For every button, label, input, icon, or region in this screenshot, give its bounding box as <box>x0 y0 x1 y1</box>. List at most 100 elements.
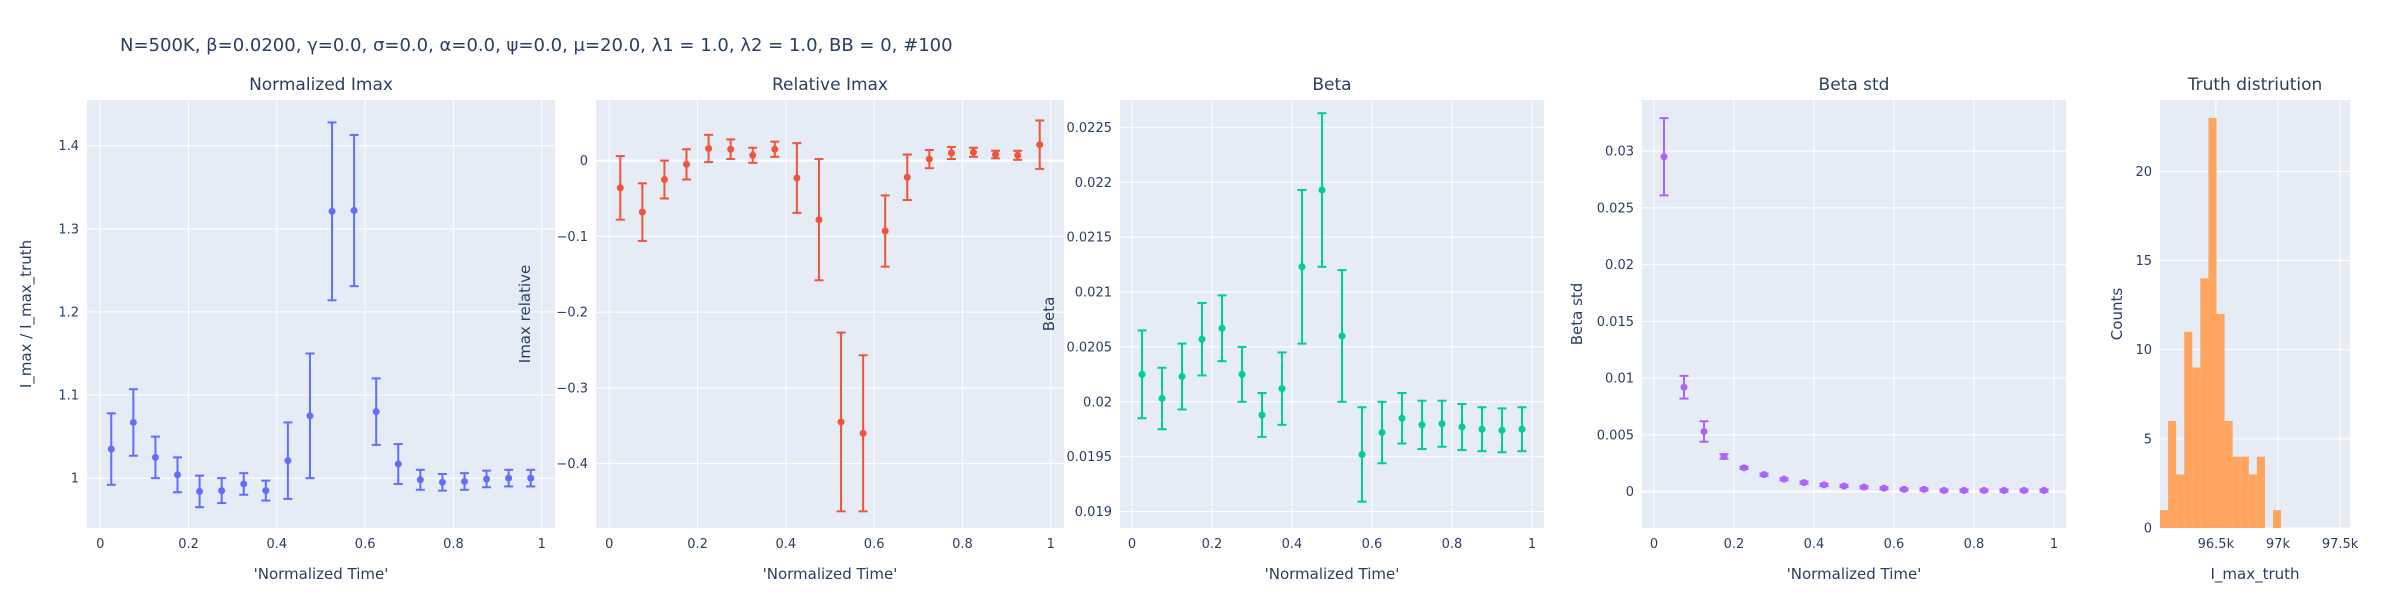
beta-std-point-15 <box>1960 487 1968 495</box>
normalized-imax-x-tick-label-3: 0.6 <box>355 537 376 552</box>
truth-distribution-y-tick-label-1: 5 <box>2144 432 2152 447</box>
truth-distribution-bar-14 <box>2273 510 2282 528</box>
beta-x-tick-label-5: 1 <box>1528 537 1536 552</box>
beta-std-x-tick-label-1: 0.2 <box>1724 537 1745 552</box>
beta-std-point-11 <box>1880 484 1888 492</box>
beta-point-14 <box>1418 421 1426 429</box>
beta-std-x-tick-label-5: 1 <box>2050 537 2058 552</box>
beta-std-x-tick-label-2: 0.4 <box>1804 537 1825 552</box>
subplot-beta: 0 0.2 0.4 0.6 0.8 1 0.019 0.0195 0.02 0.0205 0.021… <box>1040 75 1544 583</box>
beta-std-x-axis-label: 'Normalized Time' <box>1787 565 1922 583</box>
beta-point-8 <box>1298 263 1306 271</box>
relative-imax-point-6 <box>749 151 757 159</box>
truth-distribution-bar-3 <box>2184 331 2193 528</box>
relative-imax-x-tick-label-0: 0 <box>605 537 613 552</box>
beta-std-point-10 <box>1860 483 1868 491</box>
beta-point-17 <box>1478 425 1486 433</box>
relative-imax-y-tick-label-0: 0 <box>580 154 588 169</box>
truth-distribution-x-tick-label-1: 97k <box>2266 537 2291 552</box>
truth-distribution-x-tick-label-2: 97.5k <box>2322 537 2359 552</box>
beta-y-tick-label-1: 0.0195 <box>1067 450 1113 465</box>
beta-point-1 <box>1158 395 1166 403</box>
beta-x-axis-label: 'Normalized Time' <box>1265 565 1400 583</box>
beta-std-point-0 <box>1660 153 1668 161</box>
normalized-imax-point-9 <box>306 412 314 420</box>
relative-imax-point-11 <box>859 429 867 437</box>
truth-distribution-bar-1 <box>2168 421 2177 528</box>
beta-point-7 <box>1278 385 1286 393</box>
relative-imax-x-tick-label-3: 0.6 <box>864 537 885 552</box>
normalized-imax-x-tick-label-1: 0.2 <box>178 537 199 552</box>
beta-title: Beta <box>1312 75 1351 95</box>
relative-imax-point-14 <box>925 155 933 163</box>
normalized-imax-point-14 <box>416 476 424 484</box>
truth-distribution-bar-6 <box>2208 117 2217 528</box>
normalized-imax-point-4 <box>196 487 204 495</box>
relative-imax-point-2 <box>660 176 668 184</box>
normalized-imax-point-16 <box>460 477 468 485</box>
beta-point-3 <box>1198 335 1206 343</box>
beta-std-y-axis-label: Beta std <box>1568 283 1586 346</box>
beta-std-y-tick-label-3: 0.015 <box>1597 315 1634 330</box>
relative-imax-point-9 <box>815 216 823 224</box>
normalized-imax-point-1 <box>129 418 137 426</box>
beta-std-point-5 <box>1760 471 1768 479</box>
relative-imax-x-tick-label-4: 0.8 <box>952 537 973 552</box>
truth-distribution-bar-11 <box>2248 474 2257 528</box>
relative-imax-title: Relative Imax <box>772 75 888 95</box>
truth-distribution-bar-10 <box>2240 456 2249 528</box>
beta-point-16 <box>1458 423 1466 431</box>
beta-std-point-7 <box>1800 479 1808 487</box>
truth-distribution-bar-4 <box>2192 367 2201 528</box>
normalized-imax-title: Normalized Imax <box>249 75 393 95</box>
beta-y-tick-label-2: 0.02 <box>1083 395 1112 410</box>
beta-std-point-13 <box>1920 485 1928 493</box>
relative-imax-point-10 <box>837 418 845 426</box>
relative-imax-point-13 <box>903 173 911 181</box>
relative-imax-x-tick-label-2: 0.4 <box>776 537 797 552</box>
relative-imax-y-tick-label-3: −0.3 <box>556 381 588 396</box>
relative-imax-point-19 <box>1036 141 1044 149</box>
normalized-imax-point-12 <box>372 408 380 416</box>
beta-std-point-12 <box>1900 485 1908 493</box>
normalized-imax-point-18 <box>505 474 513 482</box>
beta-std-plot-area <box>1642 100 2066 528</box>
relative-imax-x-axis-label: 'Normalized Time' <box>763 565 898 583</box>
beta-std-point-17 <box>2000 487 2008 495</box>
normalized-imax-point-8 <box>284 457 292 465</box>
normalized-imax-point-3 <box>174 471 182 479</box>
beta-point-0 <box>1138 370 1146 378</box>
beta-std-x-tick-label-0: 0 <box>1650 537 1658 552</box>
beta-std-y-tick-label-0: 0 <box>1626 485 1634 500</box>
beta-y-tick-label-7: 0.0225 <box>1067 121 1113 136</box>
beta-y-tick-label-4: 0.021 <box>1075 286 1112 301</box>
relative-imax-x-tick-label-1: 0.2 <box>687 537 708 552</box>
normalized-imax-y-tick-label-4: 1.4 <box>58 139 79 154</box>
beta-std-y-tick-label-1: 0.005 <box>1597 428 1634 443</box>
normalized-imax-y-tick-label-0: 1 <box>71 472 79 487</box>
relative-imax-point-17 <box>992 151 1000 159</box>
beta-point-2 <box>1178 373 1186 381</box>
truth-distribution-y-tick-label-4: 20 <box>2135 165 2152 180</box>
beta-std-x-tick-label-4: 0.8 <box>1964 537 1985 552</box>
beta-point-5 <box>1238 370 1246 378</box>
relative-imax-point-3 <box>683 160 691 168</box>
normalized-imax-point-13 <box>394 460 402 468</box>
relative-imax-y-tick-label-4: −0.4 <box>556 457 588 472</box>
normalized-imax-point-2 <box>151 453 159 461</box>
normalized-imax-x-tick-label-5: 1 <box>538 537 546 552</box>
normalized-imax-point-11 <box>350 207 358 215</box>
beta-point-6 <box>1258 411 1266 419</box>
beta-std-point-16 <box>1980 487 1988 495</box>
truth-distribution-y-tick-label-2: 10 <box>2135 343 2152 358</box>
truth-distribution-title: Truth distriution <box>2187 75 2323 95</box>
beta-point-10 <box>1338 332 1346 340</box>
beta-x-tick-label-0: 0 <box>1128 537 1136 552</box>
beta-y-axis-label: Beta <box>1040 297 1058 332</box>
normalized-imax-plot-area <box>87 100 555 528</box>
beta-std-point-18 <box>2020 487 2028 495</box>
normalized-imax-x-tick-label-0: 0 <box>96 537 104 552</box>
beta-std-point-19 <box>2040 487 2048 495</box>
relative-imax-point-15 <box>947 149 955 157</box>
beta-x-tick-label-1: 0.2 <box>1202 537 1223 552</box>
